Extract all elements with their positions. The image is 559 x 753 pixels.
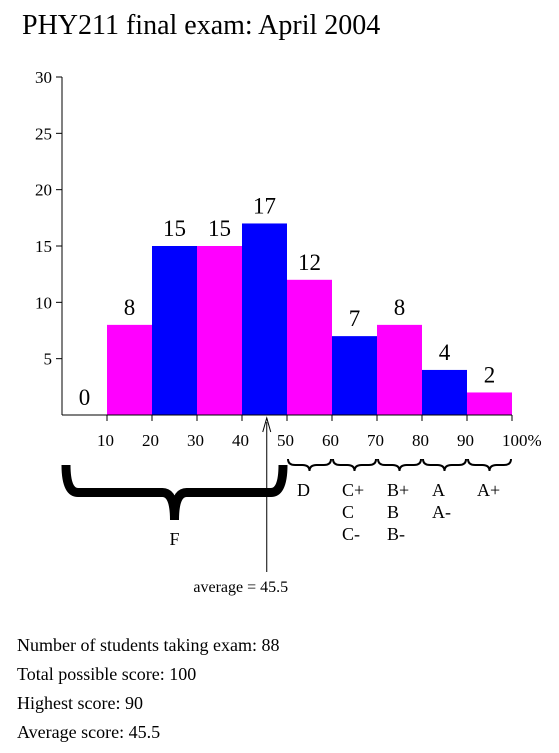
bar: [287, 279, 332, 415]
grade-label: D: [297, 480, 310, 500]
x-tick-label: 50: [277, 431, 294, 450]
bar-label: 2: [484, 362, 496, 387]
x-tick-label: 100%: [502, 431, 542, 450]
grade-label: C-: [342, 524, 360, 544]
bar: [422, 369, 467, 415]
y-tick-label: 5: [44, 350, 53, 369]
grade-label: C: [342, 502, 354, 522]
note: Number of students taking exam: 88: [17, 635, 279, 655]
bar: [152, 246, 197, 415]
grade-label: A+: [477, 480, 500, 500]
grade-label: B-: [387, 524, 405, 544]
average-arrowhead: [262, 416, 272, 433]
bar-label: 4: [439, 340, 451, 365]
x-tick-label: 90: [457, 431, 474, 450]
bar-label: 12: [298, 250, 321, 275]
bar: [377, 324, 422, 415]
average-label: average = 45.5: [193, 579, 288, 596]
grade-brace: [332, 458, 377, 472]
x-tick-label: 20: [142, 431, 159, 450]
bar: [242, 223, 287, 415]
grade-label: A-: [432, 502, 451, 522]
bar-label: 8: [124, 295, 136, 320]
y-tick-label: 25: [35, 124, 52, 143]
x-tick-label: 10: [97, 431, 114, 450]
x-tick-label: 30: [187, 431, 204, 450]
bar-label: 17: [253, 193, 276, 218]
grade-label: B: [387, 502, 399, 522]
grade-label: B+: [387, 480, 409, 500]
y-tick-label: 15: [35, 237, 52, 256]
bar: [467, 392, 512, 415]
y-tick-label: 10: [35, 293, 52, 312]
grade-label: F: [169, 529, 179, 549]
x-tick-label: 70: [367, 431, 384, 450]
bar-label: 0: [79, 385, 91, 410]
grade-brace: [61, 464, 288, 521]
grade-brace: [422, 458, 467, 472]
x-tick-label: 60: [322, 431, 339, 450]
bar-label: 8: [394, 295, 406, 320]
note: Average score: 45.5: [17, 722, 160, 742]
bar-label: 7: [349, 306, 361, 331]
note: Total possible score: 100: [17, 664, 196, 684]
y-tick-label: 20: [35, 181, 52, 200]
bar: [197, 246, 242, 415]
grade-label: C+: [342, 480, 364, 500]
bar-label: 15: [163, 216, 186, 241]
grade-brace: [287, 458, 332, 472]
x-tick-label: 80: [412, 431, 429, 450]
bar-label: 15: [208, 216, 231, 241]
y-tick-label: 30: [35, 68, 52, 87]
bar: [107, 324, 152, 415]
chart-title: PHY211 final exam: April 2004: [22, 10, 380, 41]
x-tick-label: 40: [232, 431, 249, 450]
grade-brace: [467, 458, 512, 472]
bar: [332, 336, 377, 415]
grade-label: A: [432, 480, 445, 500]
note: Highest score: 90: [17, 693, 143, 713]
grade-brace: [377, 458, 422, 472]
